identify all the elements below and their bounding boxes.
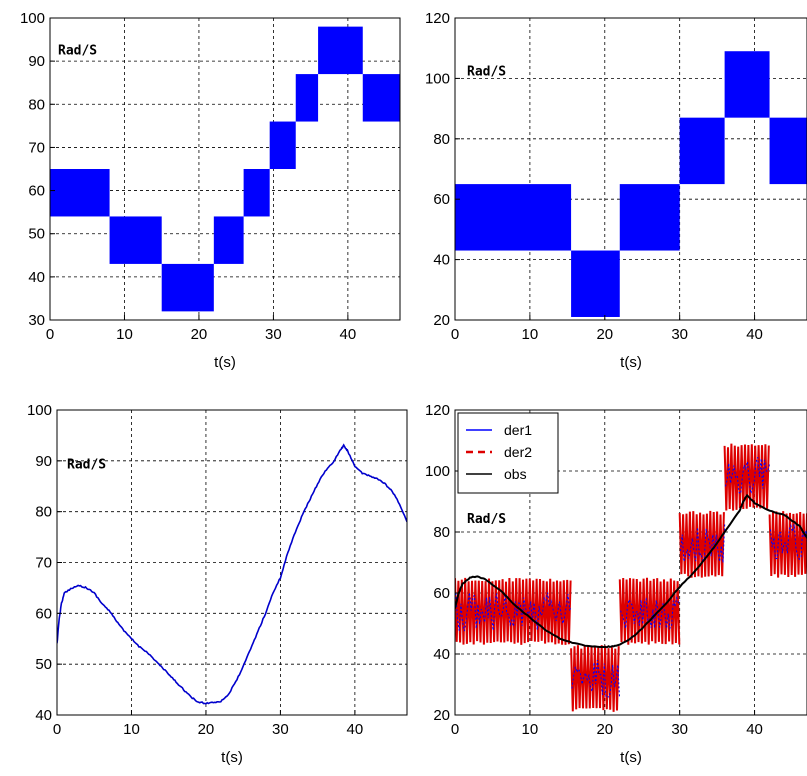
p0-ytick-70: 70 xyxy=(28,139,45,156)
p1-xtick-40: 40 xyxy=(746,326,763,343)
p1-ytick-60: 60 xyxy=(433,191,450,208)
p2-xtick-30: 30 xyxy=(272,721,289,738)
p0-band-4 xyxy=(244,169,270,216)
p0-ytick-100: 100 xyxy=(20,10,45,27)
p0-ytick-30: 30 xyxy=(28,312,45,329)
p1-ytick-100: 100 xyxy=(425,70,450,87)
p2-ytick-100: 100 xyxy=(27,402,52,419)
p0-band-8 xyxy=(363,74,400,121)
p3-legend-label-der2: der2 xyxy=(504,444,532,460)
p3-ytick-20: 20 xyxy=(433,707,450,724)
p0-ytick-40: 40 xyxy=(28,269,45,286)
p0-xtick-10: 10 xyxy=(116,326,133,343)
p0-x-axis-label: t(s) xyxy=(214,354,236,371)
chart-bottom-right: 0 10 20 30 40 20 40 60 80 100 120 t(s) Rad/S der1 der2… xyxy=(425,402,807,766)
p1-ytick-120: 120 xyxy=(425,10,450,27)
p1-ytick-20: 20 xyxy=(433,312,450,329)
p3-legend-label-der1: der1 xyxy=(504,422,532,438)
p3-xtick-30: 30 xyxy=(671,721,688,738)
p0-xtick-30: 30 xyxy=(265,326,282,343)
p0-ytick-90: 90 xyxy=(28,53,45,70)
p0-xtick-40: 40 xyxy=(340,326,357,343)
p1-x-axis-label: t(s) xyxy=(620,354,642,371)
p3-ytick-120: 120 xyxy=(425,402,450,419)
chart-top-left: 0 10 20 30 40 30 40 50 60 70 80 90 100 t(s) Rad/S xyxy=(20,10,400,371)
p2-xtick-40: 40 xyxy=(347,721,364,738)
p1-ytick-80: 80 xyxy=(433,131,450,148)
p0-annotation: Rad/S xyxy=(58,44,97,59)
p2-ytick-70: 70 xyxy=(35,555,52,572)
p3-ytick-80: 80 xyxy=(433,524,450,541)
p2-annotation: Rad/S xyxy=(67,457,106,472)
p3-ytick-40: 40 xyxy=(433,646,450,663)
p1-annotation: Rad/S xyxy=(467,64,506,79)
p2-x-axis-label: t(s) xyxy=(221,749,243,766)
p3-x-axis-label: t(s) xyxy=(620,749,642,766)
p2-ytick-60: 60 xyxy=(35,605,52,622)
p2-xtick-10: 10 xyxy=(123,721,140,738)
p3-xtick-10: 10 xyxy=(522,721,539,738)
p1-xtick-30: 30 xyxy=(671,326,688,343)
p0-band-5 xyxy=(270,122,296,169)
p0-band-7 xyxy=(318,27,363,74)
p0-xtick-0: 0 xyxy=(46,326,54,343)
p0-band-1 xyxy=(110,216,162,263)
p1-band-4 xyxy=(725,51,770,117)
chart-bottom-left: 0 10 20 30 40 40 50 60 70 80 90 100 t(s) Rad/S xyxy=(27,402,407,766)
p1-ytick-40: 40 xyxy=(433,252,450,269)
p3-xtick-0: 0 xyxy=(451,721,459,738)
p2-ytick-40: 40 xyxy=(35,707,52,724)
p3-xtick-40: 40 xyxy=(746,721,763,738)
p3-legend-label-obs: obs xyxy=(504,466,527,482)
p0-ytick-60: 60 xyxy=(28,183,45,200)
p0-ytick-80: 80 xyxy=(28,96,45,113)
p2-xtick-20: 20 xyxy=(198,721,215,738)
p3-annotation: Rad/S xyxy=(467,512,506,527)
p1-band-1 xyxy=(571,251,620,317)
p3-ytick-60: 60 xyxy=(433,585,450,602)
p1-xtick-20: 20 xyxy=(596,326,613,343)
p0-xtick-20: 20 xyxy=(191,326,208,343)
p2-xtick-0: 0 xyxy=(53,721,61,738)
p0-band-0 xyxy=(50,169,110,216)
p2-ytick-80: 80 xyxy=(35,504,52,521)
p1-xtick-10: 10 xyxy=(522,326,539,343)
p1-xtick-0: 0 xyxy=(451,326,459,343)
p3-ytick-100: 100 xyxy=(425,463,450,480)
p0-band-6 xyxy=(296,74,318,121)
p0-band-2 xyxy=(162,264,214,311)
p0-band-3 xyxy=(214,216,244,263)
p3-xtick-20: 20 xyxy=(596,721,613,738)
p1-band-5 xyxy=(770,118,807,184)
p1-band-2 xyxy=(620,184,680,250)
p2-ytick-90: 90 xyxy=(35,453,52,470)
chart-top-right: 0 10 20 30 40 20 40 60 80 100 120 t(s) Rad/S xyxy=(425,10,807,371)
p2-ytick-50: 50 xyxy=(35,656,52,673)
p1-band-0 xyxy=(455,184,571,250)
p0-ytick-50: 50 xyxy=(28,226,45,243)
p1-band-3 xyxy=(680,118,725,184)
